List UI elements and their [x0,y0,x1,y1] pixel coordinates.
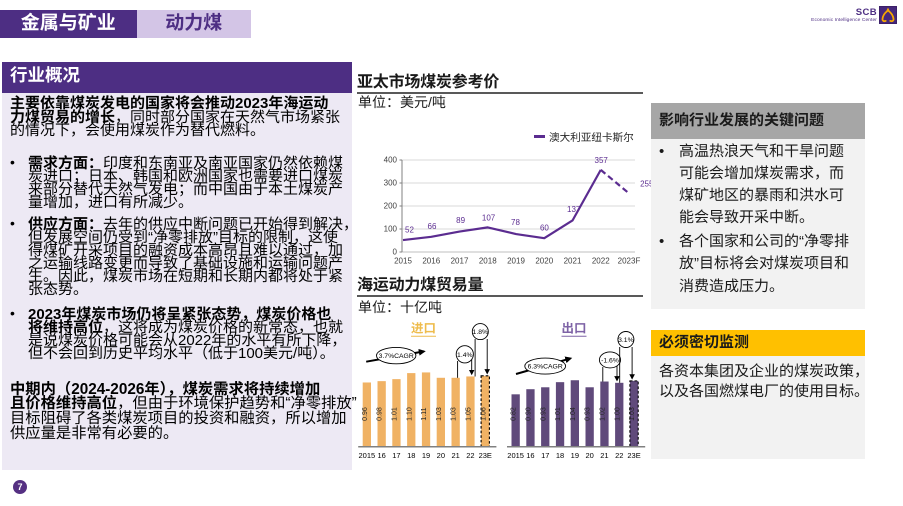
svg-text:52: 52 [405,225,414,234]
svg-text:0.98: 0.98 [377,407,384,421]
svg-text:2018: 2018 [479,257,497,266]
svg-text:0.90: 0.90 [525,407,532,421]
svg-text:0.96: 0.96 [362,407,369,421]
svg-text:2020: 2020 [535,257,553,266]
svg-text:300: 300 [384,179,398,188]
svg-text:进口: 进口 [411,322,436,336]
svg-text:20: 20 [585,451,593,460]
svg-text:0.93: 0.93 [540,407,547,421]
svg-text:137: 137 [567,205,581,214]
svg-text:22: 22 [615,451,623,460]
svg-text:89: 89 [456,216,465,225]
svg-text:19: 19 [422,451,430,460]
svg-text:2015: 2015 [359,451,376,460]
svg-text:66: 66 [428,222,437,231]
svg-text:1.00: 1.00 [614,407,621,421]
svg-text:2023F: 2023F [618,257,641,266]
svg-text:17: 17 [392,451,400,460]
svg-text:0.93: 0.93 [585,407,592,421]
svg-text:21: 21 [600,451,608,460]
svg-text:6.3%CAGR: 6.3%CAGR [528,364,563,371]
svg-text:1.05: 1.05 [465,407,472,421]
svg-text:107: 107 [482,214,496,223]
svg-text:1.10: 1.10 [406,407,413,421]
svg-text:2022: 2022 [592,257,610,266]
svg-text:1.03: 1.03 [436,407,443,421]
svg-text:21: 21 [451,451,459,460]
svg-text:18: 18 [556,451,564,460]
svg-text:3.1%: 3.1% [618,337,634,344]
svg-text:1.8%: 1.8% [473,329,489,336]
svg-text:22: 22 [466,451,474,460]
svg-text:1.03: 1.03 [629,407,636,421]
svg-text:1.01: 1.01 [555,407,562,421]
svg-text:2017: 2017 [451,257,469,266]
svg-text:400: 400 [384,156,398,165]
svg-text:2015: 2015 [394,257,412,266]
svg-text:0: 0 [393,248,398,257]
svg-text:1.02: 1.02 [599,407,606,421]
svg-text:357: 357 [595,156,609,165]
svg-text:1.4%: 1.4% [457,352,473,359]
svg-text:1.03: 1.03 [451,407,458,421]
svg-text:-1.6%: -1.6% [601,357,619,364]
svg-text:23E: 23E [479,451,492,460]
svg-text:17: 17 [541,451,549,460]
svg-text:2015: 2015 [507,451,524,460]
svg-text:78: 78 [511,218,520,227]
svg-text:0.82: 0.82 [511,407,518,421]
svg-text:3.7%CAGR: 3.7%CAGR [379,353,414,360]
svg-text:18: 18 [407,451,415,460]
svg-text:出口: 出口 [561,322,586,336]
svg-text:2021: 2021 [564,257,582,266]
svg-text:20: 20 [437,451,445,460]
svg-text:200: 200 [384,202,398,211]
svg-text:60: 60 [540,223,549,232]
svg-text:100: 100 [384,225,398,234]
svg-text:1.01: 1.01 [391,407,398,421]
svg-text:255: 255 [640,180,654,189]
svg-text:16: 16 [526,451,534,460]
svg-text:1.11: 1.11 [421,407,428,420]
svg-text:23E: 23E [627,451,640,460]
svg-text:1.04: 1.04 [570,407,577,421]
svg-text:19: 19 [571,451,579,460]
svg-text:2016: 2016 [422,257,440,266]
svg-text:16: 16 [377,451,385,460]
svg-text:1.06: 1.06 [480,407,487,421]
svg-text:2019: 2019 [507,257,525,266]
